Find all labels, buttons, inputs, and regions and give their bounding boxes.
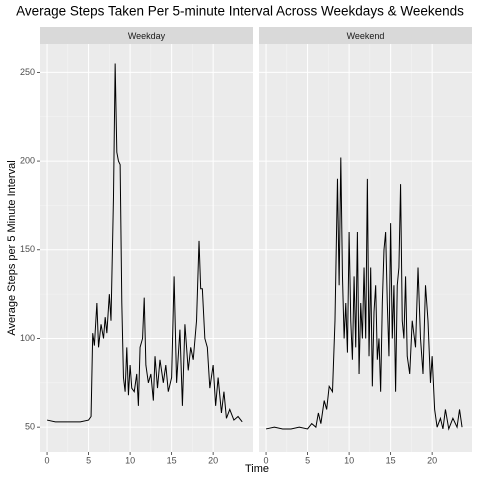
panel xyxy=(40,44,253,452)
strip-label: Weekend xyxy=(347,31,385,41)
y-tick-label: 200 xyxy=(20,155,35,165)
y-tick-label: 100 xyxy=(20,333,35,343)
panel xyxy=(259,44,472,452)
x-tick-label: 20 xyxy=(427,455,437,465)
strip xyxy=(40,27,253,44)
strip xyxy=(259,27,472,44)
y-tick-label: 250 xyxy=(20,67,35,77)
x-axis-label: Time xyxy=(245,463,269,475)
x-tick-label: 0 xyxy=(45,455,50,465)
line xyxy=(265,157,463,431)
chart-title: Average Steps Taken Per 5-minute Interva… xyxy=(16,4,464,19)
x-tick-label: 0 xyxy=(264,455,269,465)
x-tick-label: 15 xyxy=(167,455,177,465)
y-tick-label: 150 xyxy=(20,244,35,254)
x-tick-label: 15 xyxy=(386,455,396,465)
x-tick-label: 5 xyxy=(86,455,91,465)
x-tick-label: 10 xyxy=(125,455,135,465)
y-tick-label: 50 xyxy=(25,422,35,432)
x-tick-label: 10 xyxy=(344,455,354,465)
line xyxy=(46,63,243,423)
y-axis-label: Average Steps per 5 Minute Interval xyxy=(6,160,18,335)
x-tick-label: 20 xyxy=(208,455,218,465)
strip-label: Weekday xyxy=(128,31,166,41)
x-tick-label: 5 xyxy=(305,455,310,465)
